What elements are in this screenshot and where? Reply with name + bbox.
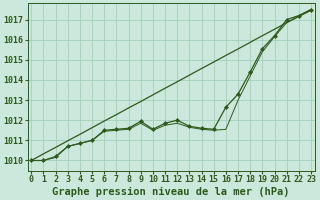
X-axis label: Graphe pression niveau de la mer (hPa): Graphe pression niveau de la mer (hPa) bbox=[52, 186, 290, 197]
